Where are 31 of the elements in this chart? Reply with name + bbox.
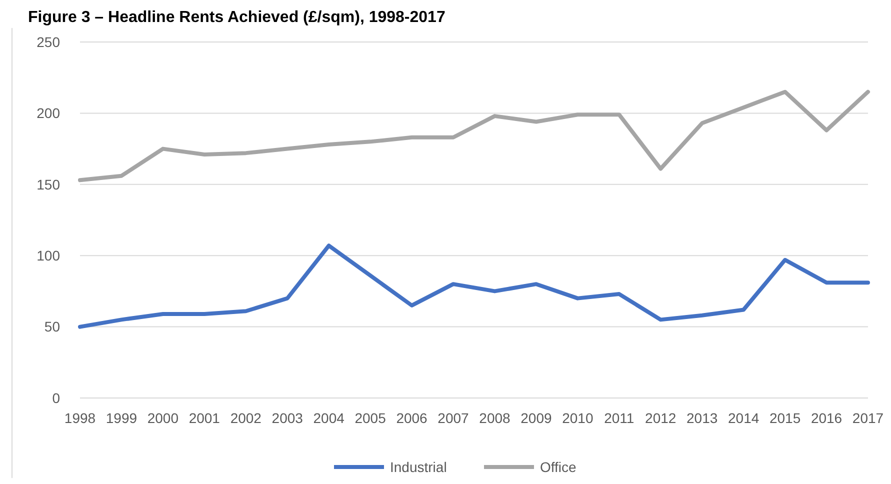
y-tick-label: 150 — [36, 176, 60, 192]
y-tick-label: 250 — [36, 34, 60, 50]
x-tick-label: 2000 — [147, 410, 179, 426]
x-tick-label: 2011 — [604, 410, 634, 426]
line-series — [78, 244, 870, 329]
x-tick-label: 2012 — [645, 410, 676, 426]
x-tick-label: 2002 — [230, 410, 262, 426]
x-tick-label: 2001 — [188, 410, 220, 426]
x-tick-label: 2009 — [520, 410, 552, 426]
x-tick-label: 2005 — [354, 410, 386, 426]
x-tick-label: 2016 — [810, 410, 842, 426]
x-tick-label: 2003 — [272, 410, 304, 426]
x-tick-label: 2014 — [728, 410, 760, 426]
x-tick-label: 1998 — [64, 410, 96, 426]
x-tick-label: 2015 — [769, 410, 801, 426]
x-tick-label: 2008 — [479, 410, 511, 426]
x-tick-label: 2013 — [686, 410, 718, 426]
chart-title: Figure 3 – Headline Rents Achieved (£/sqm), 1998-2017 — [28, 9, 446, 26]
x-tick-label: 2010 — [562, 410, 594, 426]
x-tick-label: 2006 — [396, 410, 428, 426]
legend-label: Office — [540, 458, 577, 475]
x-tick-label: 2007 — [438, 410, 470, 426]
x-tick-label: 2017 — [852, 410, 884, 426]
x-tick-label: 2004 — [313, 410, 345, 426]
y-tick-label: 200 — [36, 105, 60, 122]
line-series — [78, 90, 870, 182]
x-tick-label: 1999 — [106, 410, 138, 426]
y-tick-label: 50 — [44, 318, 60, 335]
y-tick-label: 0 — [52, 390, 60, 406]
y-tick-label: 100 — [36, 248, 60, 264]
legend-label: Industrial — [390, 458, 447, 475]
